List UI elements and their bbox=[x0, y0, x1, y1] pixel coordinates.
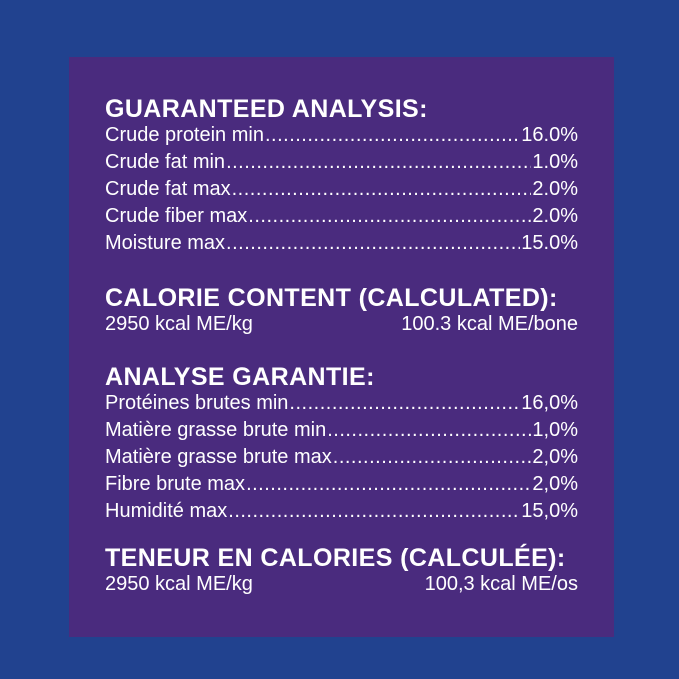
calorie-per-bone: 100.3 kcal ME/bone bbox=[401, 313, 578, 335]
dot-leader bbox=[289, 390, 520, 417]
row-label: Fibre brute max bbox=[105, 473, 246, 495]
calorie-per-kg: 2950 kcal ME/kg bbox=[105, 313, 253, 335]
row-label: Crude fat min bbox=[105, 151, 226, 173]
dot-leader bbox=[333, 444, 532, 471]
row-label: Matière grasse brute min bbox=[105, 419, 327, 441]
dot-leader bbox=[265, 122, 520, 149]
section-calorie-content: CALORIE CONTENT (CALCULATED): 2950 kcal … bbox=[105, 285, 578, 338]
row-value: 16.0% bbox=[521, 124, 578, 146]
row-value: 15.0% bbox=[521, 232, 578, 254]
row-value: 2,0% bbox=[532, 446, 578, 468]
calorie-content-title: CALORIE CONTENT (CALCULATED): bbox=[105, 284, 558, 312]
row-value: 15,0% bbox=[521, 500, 578, 522]
dot-leader bbox=[246, 471, 531, 498]
analysis-row: Humidité max 15,0% bbox=[105, 498, 578, 525]
row-label: Protéines brutes min bbox=[105, 392, 289, 414]
analyse-garantie-title: ANALYSE GARANTIE: bbox=[105, 363, 375, 391]
calorie-per-kg-fr: 2950 kcal ME/kg bbox=[105, 573, 253, 595]
row-value: 1.0% bbox=[532, 151, 578, 173]
dot-leader bbox=[226, 230, 520, 257]
dot-leader bbox=[232, 176, 532, 203]
analysis-row: Crude fat max 2.0% bbox=[105, 176, 578, 203]
teneur-en-calories-title: TENEUR EN CALORIES (CALCULÉE): bbox=[105, 544, 566, 572]
row-label: Moisture max bbox=[105, 232, 226, 254]
dot-leader bbox=[327, 417, 531, 444]
analysis-row: Matière grasse brute min 1,0% bbox=[105, 417, 578, 444]
calorie-values-row-fr: 2950 kcal ME/kg 100,3 kcal ME/os bbox=[105, 571, 578, 598]
dot-leader bbox=[228, 498, 520, 525]
calorie-values-row: 2950 kcal ME/kg 100.3 kcal ME/bone bbox=[105, 311, 578, 338]
dot-leader bbox=[248, 203, 531, 230]
analysis-row: Protéines brutes min 16,0% bbox=[105, 390, 578, 417]
nutrition-label-panel: GUARANTEED ANALYSIS: Crude protein min 1… bbox=[69, 57, 614, 637]
row-value: 1,0% bbox=[532, 419, 578, 441]
row-label: Matière grasse brute max bbox=[105, 446, 332, 468]
row-label: Humidité max bbox=[105, 500, 228, 522]
row-label: Crude fat max bbox=[105, 178, 231, 200]
analysis-row: Matière grasse brute max 2,0% bbox=[105, 444, 578, 471]
row-value: 2.0% bbox=[532, 205, 578, 227]
row-label: Crude fiber max bbox=[105, 205, 248, 227]
dot-leader bbox=[226, 149, 531, 176]
guaranteed-analysis-title: GUARANTEED ANALYSIS: bbox=[105, 95, 428, 123]
analysis-row: Fibre brute max 2,0% bbox=[105, 471, 578, 498]
row-value: 2,0% bbox=[532, 473, 578, 495]
section-analyse-garantie: ANALYSE GARANTIE: Protéines brutes min 1… bbox=[105, 364, 578, 525]
analysis-row: Crude fat min 1.0% bbox=[105, 149, 578, 176]
section-guaranteed-analysis: GUARANTEED ANALYSIS: Crude protein min 1… bbox=[105, 96, 578, 257]
analysis-row: Crude protein min 16.0% bbox=[105, 122, 578, 149]
analysis-row: Moisture max 15.0% bbox=[105, 230, 578, 257]
section-teneur-en-calories: TENEUR EN CALORIES (CALCULÉE): 2950 kcal… bbox=[105, 545, 578, 598]
analysis-row: Crude fiber max 2.0% bbox=[105, 203, 578, 230]
row-value: 2.0% bbox=[532, 178, 578, 200]
row-value: 16,0% bbox=[521, 392, 578, 414]
row-label: Crude protein min bbox=[105, 124, 264, 146]
calorie-per-os-fr: 100,3 kcal ME/os bbox=[424, 573, 578, 595]
